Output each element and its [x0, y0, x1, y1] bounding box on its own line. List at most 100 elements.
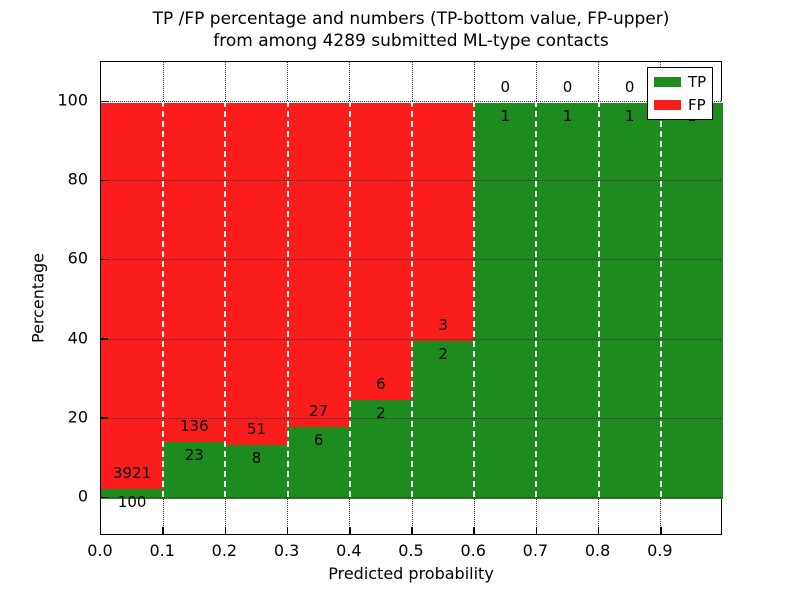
fp-count-label: 0 — [500, 78, 511, 96]
fp-count-label: 6 — [376, 375, 386, 393]
tp-count-label: 100 — [117, 493, 147, 512]
fp-count-label: 51 — [246, 420, 267, 439]
y-tick-label: 80 — [67, 169, 88, 189]
bar-segment-fp — [412, 101, 475, 341]
plot-area: 392110013623518276623201010101 — [100, 61, 723, 535]
gridline-h — [101, 497, 721, 498]
gridline-h — [101, 180, 721, 182]
tp-count-label: 6 — [313, 431, 324, 449]
fp-color-swatch — [654, 100, 681, 110]
chart-title: TP /FP percentage and numbers (TP-bottom… — [100, 8, 722, 53]
legend-label-tp: TP — [688, 73, 707, 91]
tp-count-label: 2 — [438, 344, 448, 363]
y-tick-mark — [101, 258, 108, 261]
chart-title-line2: from among 4289 submitted ML-type contac… — [213, 31, 609, 52]
y-axis-label: Percentage — [28, 252, 48, 344]
bar-segment-tp — [660, 101, 723, 499]
bar-segment-tp — [598, 101, 661, 499]
gridline-v — [349, 497, 351, 534]
bin-boundary-line — [535, 101, 538, 497]
y-tick-mark — [101, 100, 108, 103]
x-tick-label: 0.8 — [584, 541, 611, 560]
x-tick-mark — [224, 527, 227, 534]
tp-count-label: 1 — [624, 107, 635, 125]
tp-count-label: 8 — [251, 449, 262, 468]
chart-title-line1: TP /FP percentage and numbers (TP-bottom… — [152, 9, 670, 29]
x-tick-mark — [411, 527, 413, 534]
x-tick-label: 0.3 — [273, 541, 300, 560]
x-tick-label: 0.6 — [460, 541, 486, 560]
bin-boundary-line — [286, 101, 289, 497]
y-tick-mark — [101, 417, 108, 419]
gridline-v — [598, 62, 600, 101]
y-tick-mark — [101, 179, 108, 182]
tp-count-label: 1 — [500, 107, 511, 125]
x-tick-mark — [162, 527, 164, 534]
bar-segment-tp — [225, 443, 288, 499]
bin-boundary-line — [348, 101, 351, 497]
gridline-v — [660, 497, 662, 534]
gridline-v — [287, 62, 289, 101]
gridline-v — [287, 497, 289, 534]
x-tick-label: 0.2 — [211, 541, 238, 560]
bin-boundary-line — [162, 101, 165, 497]
bin-boundary-line — [224, 101, 227, 497]
bin-boundary-line — [473, 101, 476, 497]
gridline-v — [411, 497, 413, 534]
gridline-v — [349, 62, 351, 101]
fp-count-label: 0 — [562, 78, 573, 96]
x-tick-mark — [286, 527, 289, 534]
fp-count-label: 0 — [624, 78, 635, 96]
fp-count-label: 136 — [179, 416, 209, 435]
x-tick-label: 0.9 — [647, 541, 673, 560]
gridline-v — [224, 497, 226, 534]
gridline-h — [101, 338, 721, 340]
legend-entry-fp: FP — [654, 96, 706, 114]
y-tick-label: 20 — [67, 407, 88, 427]
bin-boundary-line — [597, 101, 600, 497]
fp-count-label: 3 — [438, 315, 448, 334]
gridline-v — [224, 62, 226, 101]
tp-count-label: 1 — [562, 107, 573, 125]
gridline-h — [101, 417, 721, 419]
gridline-v — [598, 497, 600, 534]
x-tick-label: 0.7 — [522, 541, 549, 560]
bar-segment-tp — [287, 425, 350, 499]
legend-entry-tp: TP — [654, 73, 706, 91]
gridline-v — [535, 62, 537, 101]
bar-segment-fp — [225, 101, 288, 446]
fp-count-label: 27 — [309, 402, 329, 420]
x-tick-mark — [535, 527, 538, 534]
tp-count-label: 2 — [376, 404, 386, 422]
gridline-v — [162, 62, 164, 101]
bar-segment-fp — [163, 101, 226, 442]
y-tick-mark — [101, 338, 108, 340]
x-tick-mark — [473, 527, 475, 534]
bar-segment-tp — [474, 101, 537, 499]
gridline-v — [535, 497, 537, 534]
x-tick-label: 0.0 — [87, 541, 113, 560]
x-tick-label: 0.4 — [336, 541, 362, 560]
y-tick-label: 100 — [57, 90, 88, 110]
legend-box: TP FP — [647, 67, 713, 120]
x-tick-label: 0.1 — [149, 541, 175, 560]
tp-count-label: 23 — [184, 445, 204, 464]
bin-boundary-line — [659, 101, 662, 497]
legend-label-fp: FP — [688, 96, 706, 114]
bin-boundary-line — [411, 101, 413, 497]
gridline-h — [101, 101, 721, 102]
x-tick-mark — [597, 527, 600, 534]
y-tick-label: 60 — [67, 248, 88, 268]
x-tick-mark — [349, 527, 351, 534]
gridline-v — [411, 62, 413, 101]
gridline-h — [101, 259, 721, 261]
tp-color-swatch — [654, 77, 681, 87]
bar-segment-fp — [349, 101, 412, 400]
x-axis-label: Predicted probability — [328, 564, 494, 583]
x-tick-label: 0.5 — [398, 541, 424, 560]
gridline-v — [162, 497, 164, 534]
bar-segment-fp — [287, 101, 350, 427]
y-tick-label: 40 — [67, 328, 88, 348]
fp-count-label: 3921 — [113, 464, 152, 483]
